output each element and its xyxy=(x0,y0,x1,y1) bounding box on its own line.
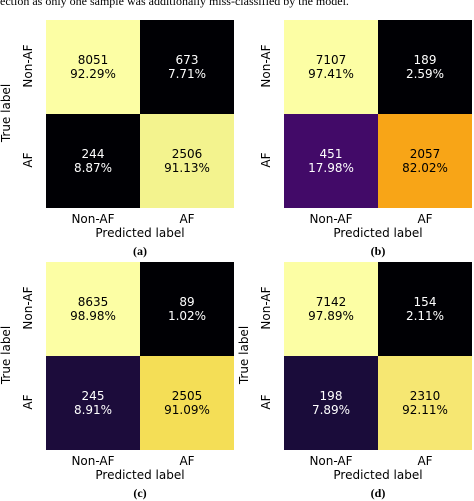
y-tick-label: Non-AF xyxy=(21,286,35,330)
x-tick-label: Non-AF xyxy=(309,212,353,226)
cell-percent-label: 92.29% xyxy=(70,67,116,81)
y-tick-label: AF xyxy=(21,394,35,410)
cell-count-label: 198 xyxy=(319,389,343,403)
cell-count-label: 8051 xyxy=(77,53,109,67)
cell-percent-label: 8.91% xyxy=(73,403,113,417)
cell-percent-label: 92.11% xyxy=(402,403,448,417)
heatmap-cell: 89 1.02% xyxy=(140,262,234,356)
x-tick-label: Non-AF xyxy=(71,212,115,226)
heatmap-cell: 245 8.91% xyxy=(46,356,140,450)
cell-count-label: 8635 xyxy=(77,295,109,309)
y-tick-label: Non-AF xyxy=(21,44,35,88)
cell-percent-label: 7.89% xyxy=(311,403,351,417)
x-axis-label: Predicted label xyxy=(95,468,185,482)
heatmap-cell: 7142 97.89% xyxy=(284,262,378,356)
cell-count-label: 244 xyxy=(81,147,105,161)
y-tick-label: Non-AF xyxy=(259,286,273,330)
cell-percent-label: 2.59% xyxy=(405,67,445,81)
cell-percent-label: 91.09% xyxy=(164,403,210,417)
cell-percent-label: 98.98% xyxy=(70,309,116,323)
heatmap-cell: 8635 98.98% xyxy=(46,262,140,356)
cell-percent-label: 8.87% xyxy=(73,161,113,175)
cell-count-label: 2057 xyxy=(409,147,441,161)
cell-percent-label: 82.02% xyxy=(402,161,448,175)
x-axis-label: Predicted label xyxy=(333,468,423,482)
cell-count-label: 2310 xyxy=(409,389,441,403)
cell-count-label: 189 xyxy=(413,53,437,67)
y-axis-label: True label xyxy=(237,325,251,385)
heatmap-cell: 2505 91.09% xyxy=(140,356,234,450)
heatmap-cell: 451 17.98% xyxy=(284,114,378,208)
y-tick-label: Non-AF xyxy=(259,44,273,88)
heatmap-cell: 189 2.59% xyxy=(378,20,472,114)
x-tick-label: AF xyxy=(417,454,433,468)
panel-label: (c) xyxy=(133,486,147,500)
x-tick-label: AF xyxy=(417,212,433,226)
panel-label: (b) xyxy=(370,244,386,258)
top-caption-text: ection as only one sample was additional… xyxy=(0,0,349,8)
heatmap-cell: 2310 92.11% xyxy=(378,356,472,450)
x-axis-label: Predicted label xyxy=(95,226,185,240)
cell-count-label: 245 xyxy=(81,389,105,403)
cell-count-label: 154 xyxy=(413,295,437,309)
cell-percent-label: 2.11% xyxy=(405,309,445,323)
y-tick-label: AF xyxy=(259,394,273,410)
cell-percent-label: 7.71% xyxy=(167,67,207,81)
x-axis-label: Predicted label xyxy=(333,226,423,240)
heatmap-cell: 2057 82.02% xyxy=(378,114,472,208)
cell-percent-label: 91.13% xyxy=(164,161,210,175)
cell-count-label: 2505 xyxy=(171,389,203,403)
x-tick-label: AF xyxy=(179,212,195,226)
panel-label: (d) xyxy=(370,486,386,500)
heatmap-cell: 154 2.11% xyxy=(378,262,472,356)
y-axis-label: True label xyxy=(0,83,13,143)
cell-count-label: 7142 xyxy=(315,295,347,309)
cell-count-label: 7107 xyxy=(315,53,347,67)
x-tick-label: Non-AF xyxy=(71,454,115,468)
heatmap-cell: 673 7.71% xyxy=(140,20,234,114)
y-axis-label: True label xyxy=(0,325,13,385)
heatmap-cell: 7107 97.41% xyxy=(284,20,378,114)
x-tick-label: AF xyxy=(179,454,195,468)
x-tick-label: Non-AF xyxy=(309,454,353,468)
heatmap-cell: 198 7.89% xyxy=(284,356,378,450)
panel-label: (a) xyxy=(133,244,147,258)
cell-percent-label: 97.41% xyxy=(308,67,354,81)
cell-percent-label: 17.98% xyxy=(308,161,354,175)
cell-percent-label: 97.89% xyxy=(308,309,354,323)
heatmap-cell: 8051 92.29% xyxy=(46,20,140,114)
cell-count-label: 673 xyxy=(175,53,199,67)
heatmap-cell: 244 8.87% xyxy=(46,114,140,208)
cell-percent-label: 1.02% xyxy=(167,309,207,323)
heatmap-cell: 2506 91.13% xyxy=(140,114,234,208)
y-tick-label: AF xyxy=(259,152,273,168)
cell-count-label: 2506 xyxy=(171,147,203,161)
cell-count-label: 451 xyxy=(319,147,343,161)
y-tick-label: AF xyxy=(21,152,35,168)
cell-count-label: 89 xyxy=(179,295,195,309)
